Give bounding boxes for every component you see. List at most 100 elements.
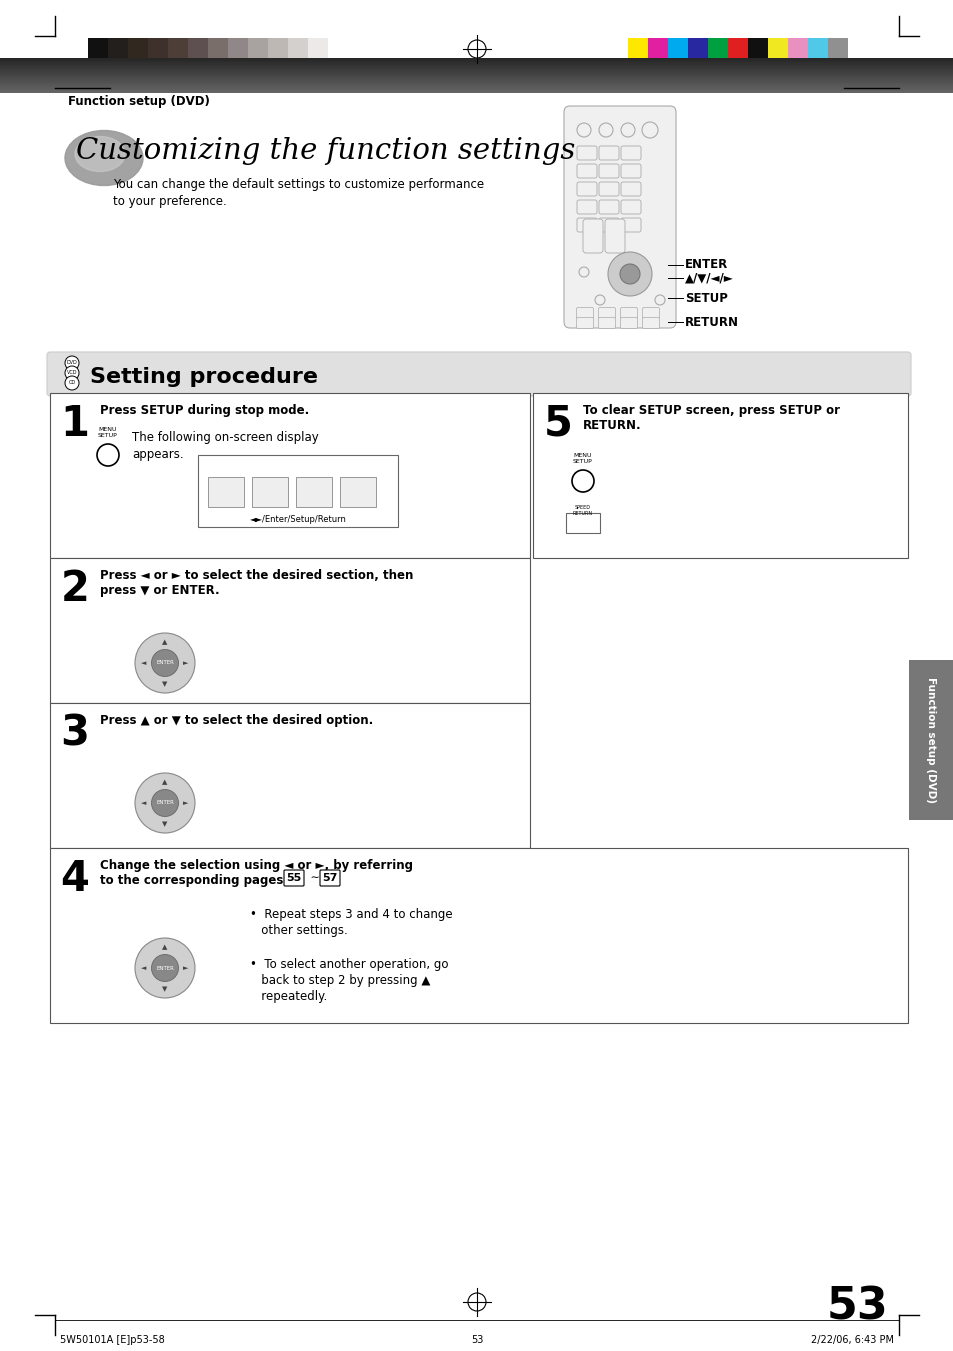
Bar xyxy=(208,38,228,58)
Text: 57: 57 xyxy=(322,873,337,884)
FancyBboxPatch shape xyxy=(577,200,597,213)
Text: VCD: VCD xyxy=(67,370,77,376)
Text: You can change the default settings to customize performance: You can change the default settings to c… xyxy=(112,178,483,190)
FancyBboxPatch shape xyxy=(284,870,304,886)
Text: ◄: ◄ xyxy=(141,800,147,807)
Text: to the corresponding pages: to the corresponding pages xyxy=(100,874,287,888)
Bar xyxy=(295,477,332,507)
Text: ►: ► xyxy=(183,661,189,666)
Text: repeatedly.: repeatedly. xyxy=(250,990,327,1002)
Bar xyxy=(827,38,847,58)
Text: CD: CD xyxy=(69,381,75,385)
Bar xyxy=(787,38,807,58)
Text: appears.: appears. xyxy=(132,449,183,461)
Text: ENTER: ENTER xyxy=(684,258,727,272)
Text: ►: ► xyxy=(183,965,189,971)
Text: 55: 55 xyxy=(286,873,301,884)
Text: ▲: ▲ xyxy=(162,639,168,644)
FancyBboxPatch shape xyxy=(598,317,615,328)
Circle shape xyxy=(65,357,79,370)
Text: ▲: ▲ xyxy=(162,944,168,950)
Bar xyxy=(208,477,244,507)
FancyBboxPatch shape xyxy=(577,146,597,159)
FancyBboxPatch shape xyxy=(619,308,637,319)
FancyBboxPatch shape xyxy=(598,218,618,232)
Circle shape xyxy=(152,789,178,816)
FancyBboxPatch shape xyxy=(577,163,597,178)
Circle shape xyxy=(135,938,194,998)
Bar xyxy=(50,558,530,703)
Bar xyxy=(252,477,288,507)
Bar xyxy=(108,38,128,58)
Text: RETURN: RETURN xyxy=(684,316,739,328)
FancyBboxPatch shape xyxy=(641,308,659,319)
Text: ▼: ▼ xyxy=(162,986,168,992)
Text: ▼: ▼ xyxy=(162,681,168,688)
Text: 53: 53 xyxy=(471,1335,482,1346)
Bar xyxy=(168,38,188,58)
Bar xyxy=(747,38,767,58)
Bar xyxy=(248,38,268,58)
Bar xyxy=(339,477,375,507)
FancyBboxPatch shape xyxy=(576,308,593,319)
FancyBboxPatch shape xyxy=(620,200,640,213)
Text: ▲/▼/◄/►: ▲/▼/◄/► xyxy=(684,272,733,285)
FancyBboxPatch shape xyxy=(598,163,618,178)
FancyBboxPatch shape xyxy=(598,200,618,213)
Circle shape xyxy=(65,376,79,390)
Text: ENTER: ENTER xyxy=(156,801,173,805)
Text: •  Repeat steps 3 and 4 to change: • Repeat steps 3 and 4 to change xyxy=(250,908,452,921)
Text: Function setup (DVD): Function setup (DVD) xyxy=(68,95,210,108)
Bar xyxy=(627,38,647,58)
Circle shape xyxy=(607,253,651,296)
Bar xyxy=(308,38,328,58)
Bar xyxy=(268,38,288,58)
Text: SPEED
RETURN: SPEED RETURN xyxy=(573,505,593,516)
Bar xyxy=(148,38,168,58)
FancyBboxPatch shape xyxy=(620,218,640,232)
Bar xyxy=(647,38,667,58)
Bar xyxy=(687,38,707,58)
FancyBboxPatch shape xyxy=(641,317,659,328)
Bar xyxy=(188,38,208,58)
Text: MENU
SETUP: MENU SETUP xyxy=(573,453,592,463)
Text: ∼: ∼ xyxy=(307,873,323,884)
Bar xyxy=(50,703,530,848)
Bar xyxy=(908,661,953,820)
FancyBboxPatch shape xyxy=(563,105,676,328)
FancyBboxPatch shape xyxy=(319,870,339,886)
Text: Change the selection using ◄ or ►, by referring: Change the selection using ◄ or ►, by re… xyxy=(100,859,413,871)
FancyBboxPatch shape xyxy=(604,219,624,253)
Text: 5W50101A [E]p53-58: 5W50101A [E]p53-58 xyxy=(60,1335,165,1346)
Text: Function setup (DVD): Function setup (DVD) xyxy=(925,677,935,802)
Bar xyxy=(328,38,348,58)
Bar xyxy=(88,38,108,58)
Text: ►: ► xyxy=(183,800,189,807)
Bar xyxy=(667,38,687,58)
Text: ◄: ◄ xyxy=(141,965,147,971)
Bar xyxy=(565,513,599,534)
Circle shape xyxy=(65,366,79,380)
Circle shape xyxy=(152,955,178,981)
Text: 1: 1 xyxy=(60,403,90,444)
Text: Press SETUP during stop mode.: Press SETUP during stop mode. xyxy=(100,404,309,417)
Text: Customizing the function settings: Customizing the function settings xyxy=(76,136,575,165)
FancyBboxPatch shape xyxy=(582,219,602,253)
Text: Press ◄ or ► to select the desired section, then: Press ◄ or ► to select the desired secti… xyxy=(100,569,413,582)
Text: DVD: DVD xyxy=(67,361,77,366)
FancyBboxPatch shape xyxy=(619,317,637,328)
Bar xyxy=(707,38,727,58)
Bar xyxy=(228,38,248,58)
FancyBboxPatch shape xyxy=(577,218,597,232)
Text: SETUP: SETUP xyxy=(684,292,727,304)
FancyBboxPatch shape xyxy=(620,163,640,178)
Circle shape xyxy=(619,263,639,284)
FancyBboxPatch shape xyxy=(598,146,618,159)
Text: back to step 2 by pressing ▲: back to step 2 by pressing ▲ xyxy=(250,974,430,988)
Text: 53: 53 xyxy=(825,1285,887,1328)
Text: 4: 4 xyxy=(60,858,90,900)
Text: 5: 5 xyxy=(543,403,572,444)
FancyBboxPatch shape xyxy=(598,308,615,319)
Text: MENU
SETUP: MENU SETUP xyxy=(98,427,118,438)
Ellipse shape xyxy=(65,131,143,185)
